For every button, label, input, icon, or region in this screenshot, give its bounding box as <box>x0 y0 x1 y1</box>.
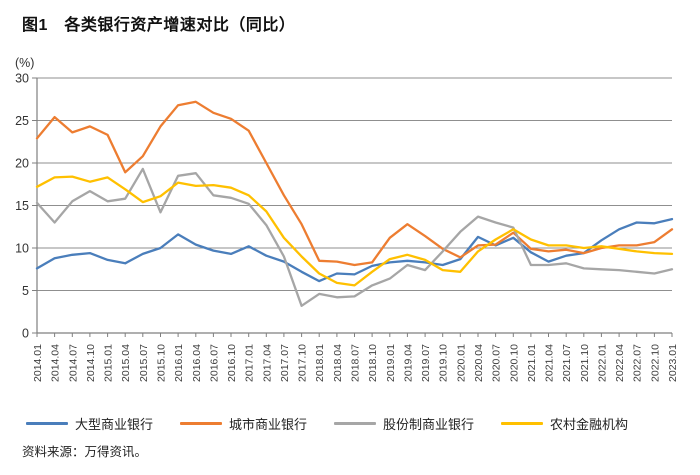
legend-item-city-commercial-banks: 城市商业银行 <box>180 414 307 433</box>
x-tick-label: 2015.04 <box>120 344 132 382</box>
y-tick-label: 25 <box>15 114 29 128</box>
legend-item-large-commercial-banks: 大型商业银行 <box>26 414 153 433</box>
x-tick-label: 2015.10 <box>156 344 168 382</box>
chart-canvas: 0 5 10 15 20 25 30 2014.01 2014.04 2014.07 2014.10… <box>15 72 679 382</box>
x-tick-label: 2014.07 <box>67 344 79 382</box>
x-tick-label: 2014.10 <box>85 344 97 382</box>
x-tick-label: 2021.04 <box>544 344 556 382</box>
x-tick-label: 2023.01 <box>667 344 679 382</box>
x-tick-label: 2022.07 <box>632 344 644 382</box>
x-tick-label: 2018.04 <box>332 344 344 382</box>
y-axis-unit-label: (%) <box>15 56 35 70</box>
legend-label: 农村金融机构 <box>550 417 629 432</box>
x-tick-label: 2020.10 <box>508 344 520 382</box>
x-tick-label: 2018.01 <box>314 344 326 382</box>
legend-label: 大型商业银行 <box>75 417 154 432</box>
x-tick-label: 2020.04 <box>473 344 485 382</box>
line-rural-financial-institutions <box>35 175 674 287</box>
x-tick-label: 2016.04 <box>191 344 203 382</box>
x-tick-label: 2019.01 <box>385 344 397 382</box>
chart-title: 图1 各类银行资产增速对比（同比） <box>22 17 296 34</box>
legend-item-joint-stock-commercial-banks: 股份制商业银行 <box>334 414 474 433</box>
x-tick-label: 2020.07 <box>491 344 503 382</box>
x-tick-label: 2022.01 <box>596 344 608 382</box>
legend-swatch <box>180 422 223 425</box>
legend-swatch <box>334 422 377 425</box>
x-tick-label: 2016.01 <box>173 344 185 382</box>
chart-legend: 大型商业银行 城市商业银行 股份制商业银行 农村金融机构 <box>26 414 628 433</box>
line-chart: 0 5 10 15 20 25 30 2014.01 2014.04 2014.07 2014.10… <box>15 72 679 382</box>
x-tick-label: 2014.01 <box>32 344 44 382</box>
x-tick-label: 2020.01 <box>455 344 467 382</box>
x-tick-label: 2017.07 <box>279 344 291 382</box>
legend-label: 城市商业银行 <box>229 417 308 432</box>
legend-item-rural-financial-institutions: 农村金融机构 <box>501 414 628 433</box>
x-tick-label: 2021.07 <box>561 344 573 382</box>
x-tick-label: 2021.01 <box>526 344 538 382</box>
x-tick-label: 2015.07 <box>138 344 150 382</box>
x-tick-label: 2018.07 <box>350 344 362 382</box>
x-tick-label: 2017.04 <box>261 344 273 382</box>
source-note: 资料来源：万得资讯。 <box>22 445 148 459</box>
x-tick-label: 2017.10 <box>297 344 309 382</box>
line-large-commercial-banks <box>35 217 674 283</box>
x-tick-label: 2016.07 <box>208 344 220 382</box>
y-tick-label: 10 <box>15 242 29 256</box>
x-tick-label: 2019.10 <box>438 344 450 382</box>
line-city-commercial-banks <box>35 100 674 267</box>
x-tick-label: 2019.07 <box>420 344 432 382</box>
y-tick-label: 30 <box>15 72 29 86</box>
line-joint-stock-commercial-banks <box>35 167 674 307</box>
x-tick-label: 2022.10 <box>649 344 661 382</box>
y-tick-label: 5 <box>22 284 29 298</box>
x-tick-label: 2021.10 <box>579 344 591 382</box>
x-tick-label: 2016.10 <box>226 344 238 382</box>
legend-label: 股份制商业银行 <box>383 417 475 432</box>
y-tick-label: 15 <box>15 199 29 213</box>
legend-swatch <box>501 422 544 425</box>
legend-swatch <box>26 422 68 425</box>
x-tick-label: 2015.01 <box>103 344 115 382</box>
y-tick-label: 20 <box>15 157 29 171</box>
y-tick-label: 0 <box>22 327 29 341</box>
x-tick-label: 2014.04 <box>50 344 62 382</box>
x-tick-label: 2019.04 <box>402 344 414 382</box>
x-tick-label: 2022.04 <box>614 344 626 382</box>
x-tick-label: 2017.01 <box>244 344 256 382</box>
x-tick-label: 2018.10 <box>367 344 379 382</box>
